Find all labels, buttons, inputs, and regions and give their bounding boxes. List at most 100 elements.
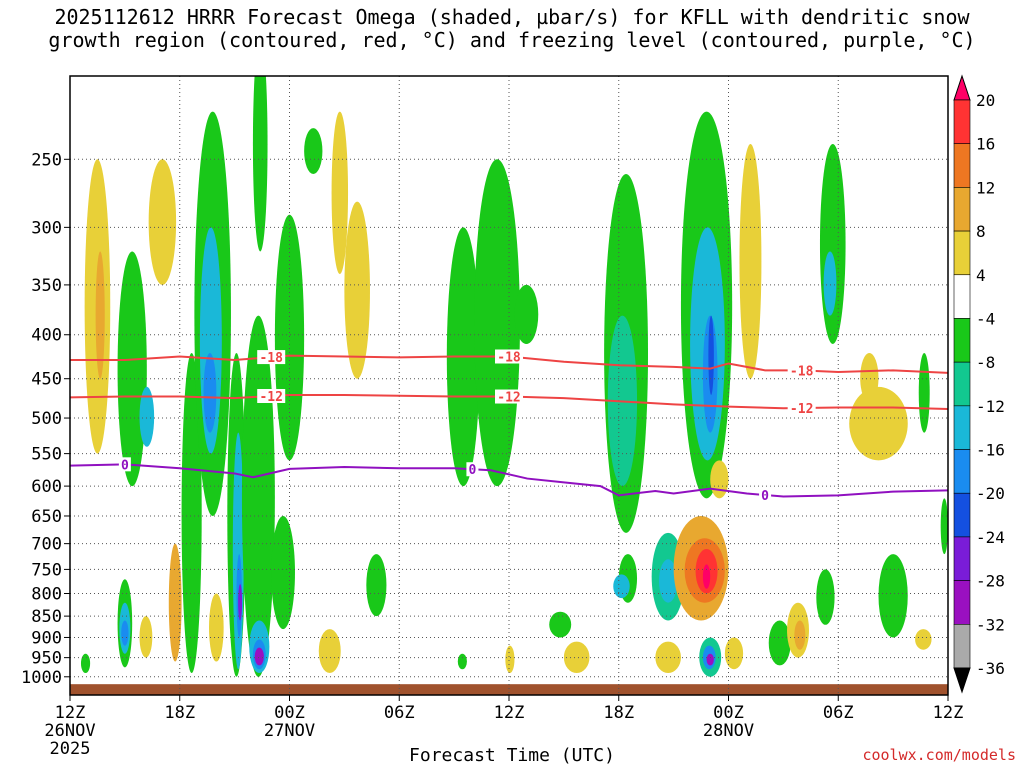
x-tick-label-0: 12Z: [55, 703, 86, 723]
y-tick-label-500: 500: [31, 409, 62, 429]
y-tick-label-250: 250: [31, 150, 62, 170]
x-tick-label-48: 12Z: [933, 703, 964, 723]
omega-cell-7: [121, 620, 129, 646]
x-tick-label-6: 18Z: [164, 703, 195, 723]
dgz-bottom-label-0: -12: [259, 390, 282, 405]
colorbar-label-13: -36: [976, 659, 1005, 678]
dgz-top-label-0: -18: [259, 351, 283, 366]
omega-cell-58: [724, 637, 744, 670]
plot-area: -18 -18 -18 -12 -12 -12 0 0 0: [69, 76, 949, 695]
omega-cell-42: [613, 574, 630, 599]
omega-cell-26: [274, 214, 305, 461]
dgz-top-label-1: -18: [497, 350, 521, 365]
colorbar-segment-8: [953, 405, 971, 450]
colorbar-label-1: 16: [976, 135, 995, 154]
freezing-level-contour: 0 0 0: [69, 457, 949, 504]
dgz-bottom-label-bg-0: [257, 389, 286, 404]
omega-cell-36: [514, 284, 539, 344]
colorbar-label-10: -24: [976, 528, 1005, 547]
omega-cell-27: [304, 128, 323, 174]
omega-cell-71: [940, 498, 948, 555]
y-tick-label-550: 550: [31, 445, 62, 465]
omega-cell-25: [271, 515, 295, 630]
y-tick-label-300: 300: [31, 218, 62, 238]
credit-text: coolwx.com/models: [862, 746, 1016, 764]
omega-cell-59: [739, 144, 762, 379]
y-tick-label-400: 400: [31, 326, 62, 346]
omega-cell-38: [563, 641, 590, 674]
omega-cell-68: [878, 554, 908, 638]
x-tick-label-42: 06Z: [823, 703, 854, 723]
x-date-label-0: 26NOV: [44, 721, 95, 741]
y-tick-label-350: 350: [31, 276, 62, 296]
title-line-2: growth region (contoured, red, °C) and f…: [48, 28, 976, 52]
y-tick-label-1000: 1000: [21, 668, 62, 688]
y-tick-label-450: 450: [31, 370, 62, 390]
omega-cell-19: [238, 584, 243, 621]
colorbar-segment-2: [953, 143, 971, 188]
y-tick-label-700: 700: [31, 535, 62, 555]
omega-cell-4: [139, 386, 155, 447]
omega-cell-53: [702, 564, 711, 589]
freezing-level-label-0: 0: [121, 458, 129, 473]
colorbar-segment-12: [953, 580, 971, 625]
colorbar-bottom-arrow: [953, 667, 971, 694]
colorbar-top-arrow: [953, 74, 971, 101]
colorbar-label-8: -16: [976, 441, 1005, 460]
omega-cell-62: [794, 620, 806, 650]
omega-cell-31: [366, 554, 387, 617]
colorbar-label-11: -28: [976, 572, 1005, 591]
omega-cell-10: [168, 543, 182, 662]
omega-cell-34: [457, 653, 467, 670]
omega-cell-20: [241, 315, 275, 677]
x-tick-label-36: 00Z: [713, 703, 744, 723]
title-line-1: 2025112612 HRRR Forecast Omega (shaded, …: [54, 5, 970, 29]
omega-shading: [70, 76, 948, 695]
y-tick-label-600: 600: [31, 477, 62, 497]
colorbar-segment-3: [953, 187, 971, 232]
omega-cell-54: [710, 460, 729, 499]
x-date-label-36: 28NOV: [703, 721, 754, 741]
omega-cell-49: [708, 315, 714, 395]
freezing-level-label-1: 0: [469, 463, 477, 478]
dgz-top-label-bg-1: [495, 349, 523, 364]
omega-cell-67: [860, 352, 879, 403]
colorbar-segment-1: [953, 99, 971, 144]
colorbar-label-0: 20: [976, 91, 995, 110]
x-year-label-0: 2025: [50, 739, 91, 759]
colorbar-segment-13: [953, 624, 971, 669]
omega-cell-69: [915, 629, 932, 650]
colorbar: 20 16 12 8 4 -4 -8 -12 -16 -20 -24 -28 -32 -36: [953, 74, 1005, 694]
dgz-bottom-contour: -12 -12 -12: [69, 389, 949, 417]
omega-cell-0: [80, 653, 91, 674]
x-axis-label: Forecast Time (UTC): [409, 745, 615, 766]
y-tick-label-950: 950: [31, 649, 62, 669]
omega-cell-14: [203, 352, 217, 433]
colorbar-label-9: -20: [976, 484, 1005, 503]
omega-cell-70: [918, 352, 930, 433]
omega-cell-9: [139, 616, 153, 658]
dgz-top-label-2: -18: [790, 364, 814, 379]
x-tick-label-12: 00Z: [274, 703, 305, 723]
dgz-top-label-bg-2: [787, 363, 816, 378]
y-tick-label-800: 800: [31, 584, 62, 604]
colorbar-segment-11: [953, 536, 971, 581]
omega-cell-2: [95, 251, 105, 379]
y-tick-label-900: 900: [31, 628, 62, 648]
omega-cell-57: [706, 653, 714, 666]
y-tick-label-750: 750: [31, 560, 62, 580]
omega-cell-23: [254, 647, 264, 666]
colorbar-label-6: -8: [976, 353, 995, 372]
freezing-level-label-bg-1: [466, 462, 479, 477]
dgz-bottom-label-2: -12: [790, 402, 813, 417]
colorbar-segment-9: [953, 449, 971, 494]
omega-cell-37: [549, 611, 572, 638]
x-tick-label-30: 18Z: [603, 703, 634, 723]
omega-cell-28: [318, 629, 341, 674]
y-tick-label-850: 850: [31, 607, 62, 627]
colorbar-label-4: 4: [976, 266, 986, 285]
dgz-bottom-label-bg-2: [787, 400, 816, 415]
omega-cell-65: [823, 251, 837, 316]
omega-cell-29: [331, 111, 349, 275]
